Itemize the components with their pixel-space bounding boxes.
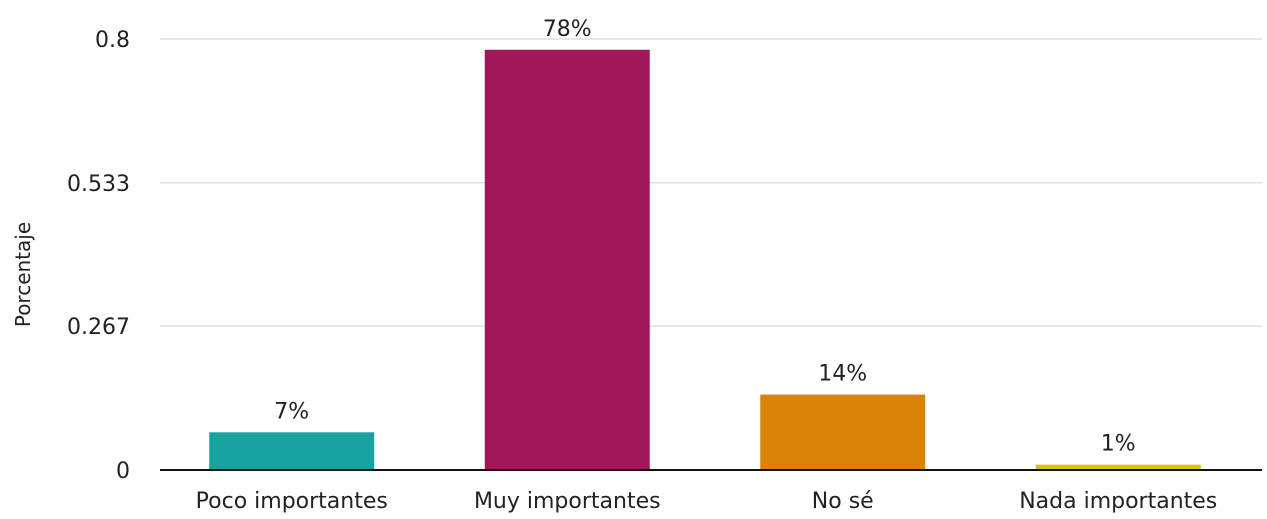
y-tick-label: 0.8 [95, 28, 130, 53]
data-label: 14% [818, 362, 867, 387]
data-labels: 7% 78% 14% 1% [274, 17, 1135, 457]
data-label: 7% [274, 399, 309, 424]
data-label: 78% [543, 17, 592, 42]
y-axis-title: Porcentaje [11, 222, 35, 327]
gridlines [160, 38, 1262, 327]
x-axis-ticks: Poco importantes Muy importantes No sé Nada… [196, 489, 1218, 514]
bars [209, 49, 1201, 471]
bar [1035, 464, 1201, 470]
y-tick-label: 0.533 [67, 172, 130, 197]
bar [209, 432, 375, 470]
y-tick-label: 0.267 [67, 315, 130, 340]
y-tick-label: 0 [116, 459, 130, 484]
x-tick-label: No sé [812, 489, 874, 514]
x-tick-label: Poco importantes [196, 489, 388, 514]
x-tick-label: Nada importantes [1019, 489, 1217, 514]
bar [760, 394, 926, 470]
x-tick-label: Muy importantes [474, 489, 661, 514]
bar [484, 49, 650, 471]
data-label: 1% [1101, 432, 1136, 457]
y-axis-ticks: 0 0.267 0.533 0.8 [67, 28, 130, 484]
